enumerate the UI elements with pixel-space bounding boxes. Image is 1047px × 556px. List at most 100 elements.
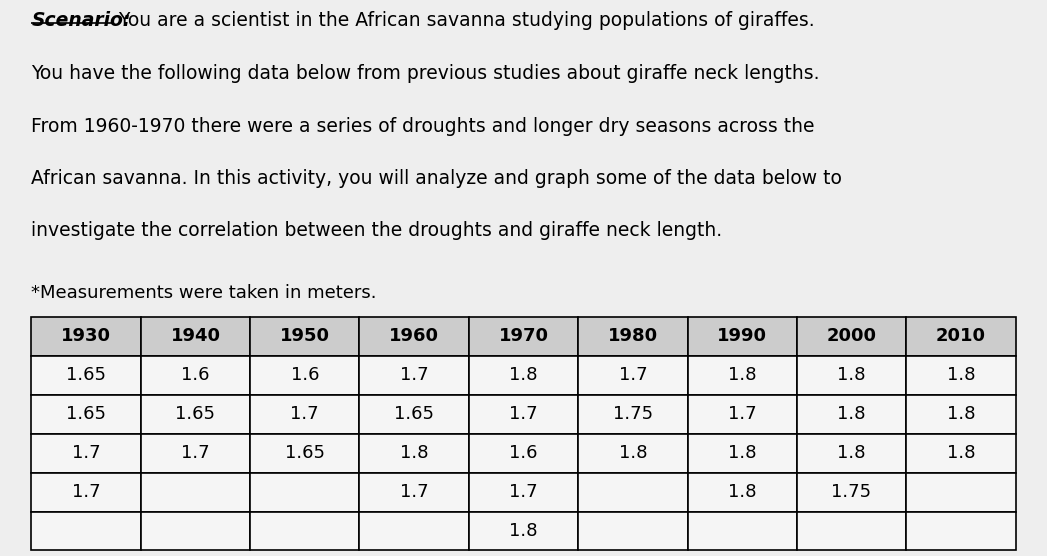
Bar — [578, 473, 688, 512]
Bar — [359, 356, 469, 395]
Text: 1960: 1960 — [389, 327, 439, 345]
Bar — [31, 395, 140, 434]
Bar — [469, 356, 578, 395]
Bar — [797, 434, 907, 473]
Bar — [578, 317, 688, 356]
Text: 1.7: 1.7 — [72, 483, 101, 501]
Bar — [797, 512, 907, 550]
Text: 1.8: 1.8 — [838, 366, 866, 384]
Bar — [359, 473, 469, 512]
Text: 1930: 1930 — [61, 327, 111, 345]
Bar — [469, 473, 578, 512]
Bar — [250, 317, 359, 356]
Text: 1.8: 1.8 — [946, 405, 975, 423]
Bar — [688, 317, 797, 356]
Bar — [359, 434, 469, 473]
Text: 1.75: 1.75 — [831, 483, 871, 501]
Bar — [250, 395, 359, 434]
Text: 1940: 1940 — [171, 327, 221, 345]
Text: 1.8: 1.8 — [619, 444, 647, 462]
Bar — [140, 395, 250, 434]
Bar — [250, 356, 359, 395]
Text: 1950: 1950 — [280, 327, 330, 345]
Text: 2000: 2000 — [826, 327, 876, 345]
Text: 1.65: 1.65 — [66, 405, 106, 423]
Text: 1.7: 1.7 — [509, 405, 538, 423]
Bar — [907, 317, 1016, 356]
Bar — [688, 395, 797, 434]
Text: 1.8: 1.8 — [728, 483, 756, 501]
Bar — [688, 434, 797, 473]
Text: 1.6: 1.6 — [509, 444, 538, 462]
Text: 1.7: 1.7 — [400, 483, 428, 501]
Bar — [140, 512, 250, 550]
Text: 1.8: 1.8 — [946, 366, 975, 384]
Text: 1.65: 1.65 — [394, 405, 435, 423]
Bar — [469, 434, 578, 473]
Text: 1.7: 1.7 — [509, 483, 538, 501]
Bar — [359, 317, 469, 356]
Bar — [140, 356, 250, 395]
Bar — [31, 512, 140, 550]
Bar — [797, 317, 907, 356]
Bar — [31, 473, 140, 512]
Text: 1.7: 1.7 — [728, 405, 757, 423]
Text: 1990: 1990 — [717, 327, 767, 345]
Text: 1.8: 1.8 — [946, 444, 975, 462]
Text: 1.7: 1.7 — [72, 444, 101, 462]
Bar — [907, 395, 1016, 434]
Text: 1.8: 1.8 — [728, 444, 756, 462]
Bar — [250, 434, 359, 473]
Text: 1.8: 1.8 — [728, 366, 756, 384]
Bar — [140, 317, 250, 356]
Bar — [140, 473, 250, 512]
Bar — [31, 317, 140, 356]
Bar — [578, 512, 688, 550]
Bar — [688, 356, 797, 395]
Bar — [578, 395, 688, 434]
Bar — [578, 356, 688, 395]
Text: 1.8: 1.8 — [838, 405, 866, 423]
Text: You are a scientist in the African savanna studying populations of giraffes.: You are a scientist in the African savan… — [113, 11, 815, 30]
Text: 2010: 2010 — [936, 327, 986, 345]
Bar — [250, 473, 359, 512]
Bar — [31, 356, 140, 395]
Bar — [578, 434, 688, 473]
Text: 1.7: 1.7 — [181, 444, 209, 462]
Text: 1.7: 1.7 — [400, 366, 428, 384]
Text: investigate the correlation between the droughts and giraffe neck length.: investigate the correlation between the … — [31, 221, 722, 240]
Bar — [359, 512, 469, 550]
Text: 1.8: 1.8 — [838, 444, 866, 462]
Bar — [140, 434, 250, 473]
Text: 1.65: 1.65 — [285, 444, 325, 462]
Bar — [907, 434, 1016, 473]
Text: 1.8: 1.8 — [509, 366, 538, 384]
Bar — [469, 395, 578, 434]
Text: 1.65: 1.65 — [66, 366, 106, 384]
Text: 1.65: 1.65 — [176, 405, 216, 423]
Text: 1980: 1980 — [608, 327, 658, 345]
Text: African savanna. In this activity, you will analyze and graph some of the data b: African savanna. In this activity, you w… — [31, 168, 842, 187]
Text: You have the following data below from previous studies about giraffe neck lengt: You have the following data below from p… — [31, 64, 820, 83]
Text: *Measurements were taken in meters.: *Measurements were taken in meters. — [31, 284, 377, 302]
Bar — [469, 317, 578, 356]
Text: 1.7: 1.7 — [290, 405, 319, 423]
Bar — [907, 473, 1016, 512]
Text: 1.7: 1.7 — [619, 366, 647, 384]
Text: 1.8: 1.8 — [509, 522, 538, 540]
Text: 1.6: 1.6 — [291, 366, 319, 384]
Text: Scenario:: Scenario: — [31, 11, 131, 30]
Bar — [907, 356, 1016, 395]
Bar — [250, 512, 359, 550]
Bar — [797, 356, 907, 395]
Bar — [469, 512, 578, 550]
Bar — [31, 434, 140, 473]
Text: 1.8: 1.8 — [400, 444, 428, 462]
Bar — [688, 512, 797, 550]
Bar — [797, 473, 907, 512]
Bar — [688, 473, 797, 512]
Text: From 1960-1970 there were a series of droughts and longer dry seasons across the: From 1960-1970 there were a series of dr… — [31, 117, 815, 136]
Text: 1.75: 1.75 — [612, 405, 653, 423]
Bar — [907, 512, 1016, 550]
Bar — [797, 395, 907, 434]
